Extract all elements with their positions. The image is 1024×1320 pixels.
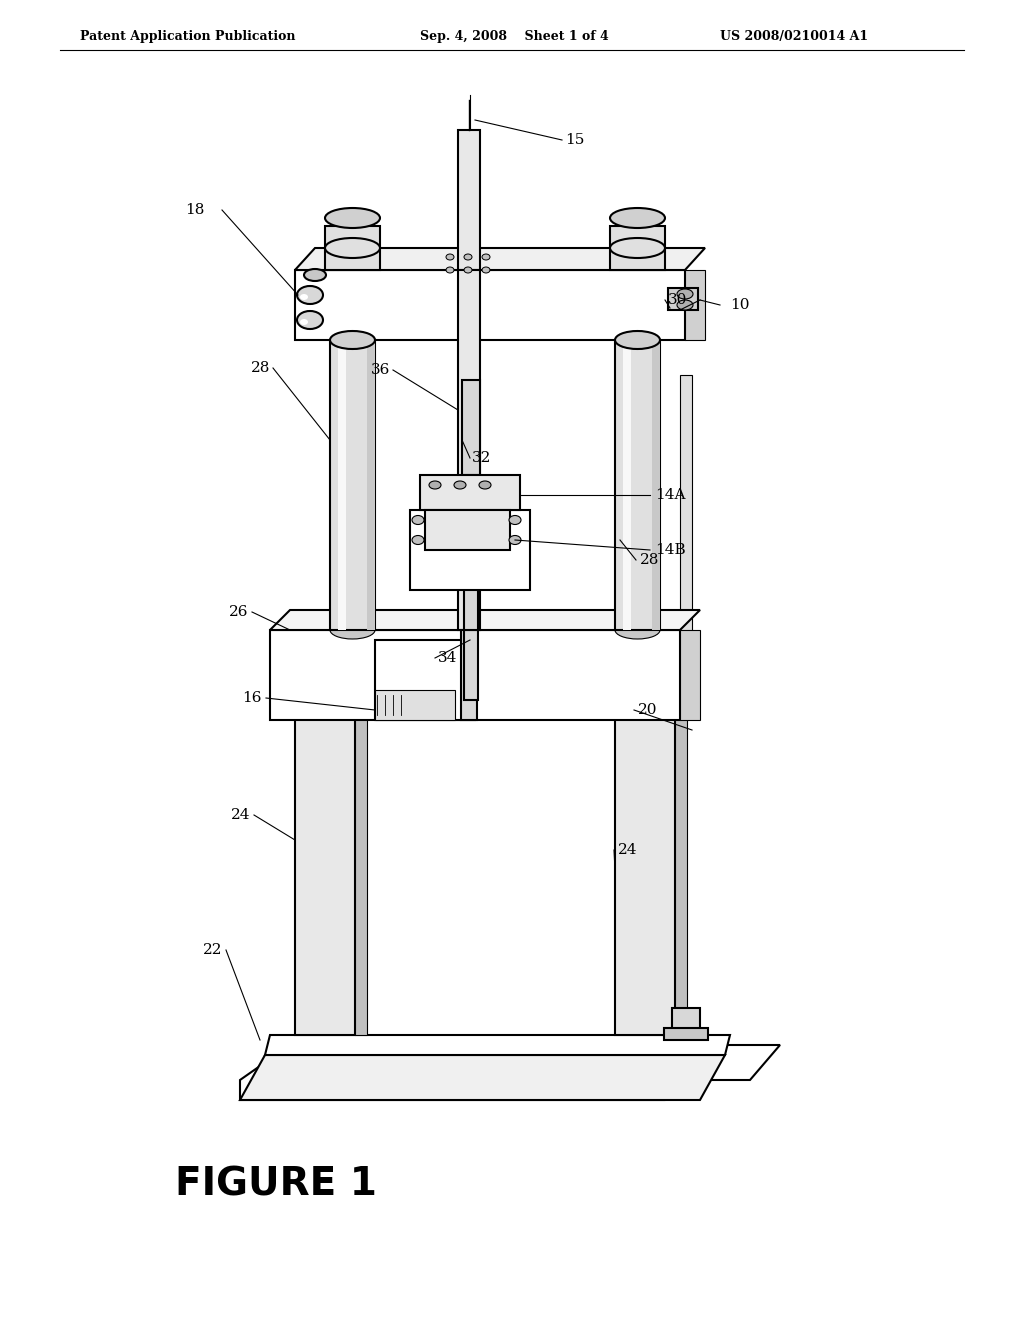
Ellipse shape (677, 300, 693, 310)
Ellipse shape (509, 516, 521, 524)
Text: 14A: 14A (655, 488, 685, 502)
Bar (458, 271, 480, 630)
Ellipse shape (509, 536, 521, 544)
Ellipse shape (330, 331, 375, 348)
Ellipse shape (304, 269, 326, 281)
Text: 36: 36 (371, 363, 390, 378)
Bar (672, 1008, 700, 1030)
Bar (464, 550, 478, 630)
Bar (330, 341, 375, 630)
Bar (367, 341, 375, 630)
Ellipse shape (325, 209, 380, 228)
Bar (664, 1028, 708, 1040)
Text: 34: 34 (438, 651, 458, 665)
Text: 28: 28 (251, 360, 270, 375)
Ellipse shape (297, 312, 323, 329)
Ellipse shape (300, 294, 308, 300)
Ellipse shape (677, 289, 693, 300)
Ellipse shape (479, 480, 490, 488)
Bar (680, 630, 700, 719)
Text: 24: 24 (618, 843, 638, 857)
Text: 32: 32 (472, 451, 492, 465)
Bar (375, 640, 475, 719)
Bar (420, 475, 520, 510)
Polygon shape (295, 248, 705, 271)
Ellipse shape (482, 267, 490, 273)
Bar (425, 510, 510, 550)
Bar (461, 630, 477, 719)
Text: 15: 15 (565, 133, 585, 147)
Bar (270, 630, 680, 719)
Ellipse shape (610, 238, 665, 257)
Text: 18: 18 (185, 203, 205, 216)
Bar (668, 288, 698, 310)
Ellipse shape (464, 253, 472, 260)
Polygon shape (265, 1035, 730, 1055)
Ellipse shape (412, 536, 424, 544)
Ellipse shape (446, 253, 454, 260)
Polygon shape (270, 610, 700, 630)
Bar (458, 129, 480, 271)
Bar (652, 341, 660, 630)
Bar (410, 510, 530, 590)
Ellipse shape (446, 267, 454, 273)
Ellipse shape (454, 480, 466, 488)
Bar (464, 630, 478, 700)
Ellipse shape (615, 331, 660, 348)
Ellipse shape (464, 267, 472, 273)
Bar (355, 705, 367, 1035)
Ellipse shape (330, 620, 375, 639)
Text: FIGURE 1: FIGURE 1 (175, 1166, 377, 1203)
Ellipse shape (610, 209, 665, 228)
Bar (375, 690, 455, 719)
Text: 10: 10 (730, 298, 750, 312)
Polygon shape (240, 1045, 780, 1100)
Ellipse shape (429, 480, 441, 488)
Text: Patent Application Publication: Patent Application Publication (80, 30, 296, 44)
Polygon shape (240, 1055, 725, 1100)
Text: 22: 22 (203, 942, 222, 957)
Text: 16: 16 (243, 690, 262, 705)
Text: 26: 26 (228, 605, 248, 619)
Text: Sep. 4, 2008    Sheet 1 of 4: Sep. 4, 2008 Sheet 1 of 4 (420, 30, 608, 44)
Ellipse shape (300, 319, 308, 325)
Ellipse shape (325, 238, 380, 257)
Bar (338, 341, 346, 630)
Text: 24: 24 (230, 808, 250, 822)
Text: 14B: 14B (655, 543, 686, 557)
Ellipse shape (412, 516, 424, 524)
Ellipse shape (482, 253, 490, 260)
Bar (623, 341, 631, 630)
Bar (615, 341, 660, 630)
Text: 30: 30 (668, 293, 687, 308)
Bar (610, 226, 665, 271)
Text: US 2008/0210014 A1: US 2008/0210014 A1 (720, 30, 868, 44)
Bar (680, 375, 692, 700)
Bar (685, 271, 705, 341)
Bar (295, 705, 355, 1035)
Text: 28: 28 (640, 553, 659, 568)
Bar (325, 226, 380, 271)
Ellipse shape (615, 620, 660, 639)
Bar (295, 271, 685, 341)
Ellipse shape (297, 286, 323, 304)
Bar (462, 380, 480, 475)
Text: 20: 20 (638, 704, 657, 717)
Bar (615, 700, 675, 1035)
Bar (675, 700, 687, 1035)
